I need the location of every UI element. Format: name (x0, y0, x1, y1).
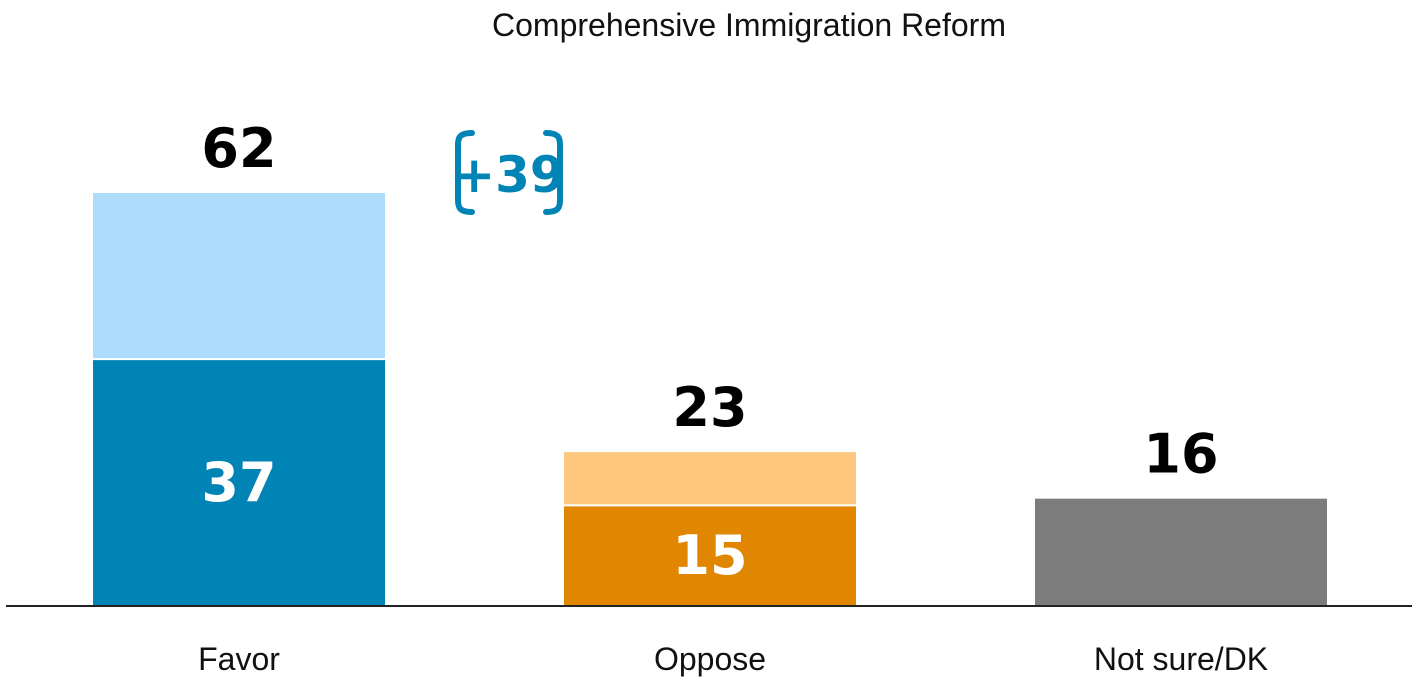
bar-oppose-total-label: 23 (672, 376, 747, 439)
bar-favor-strong (93, 359, 385, 605)
bar-favor-total-label: 62 (201, 117, 276, 180)
margin-annotation: +39 (453, 130, 565, 215)
right-bracket (543, 130, 563, 215)
category-label-favor: Favor (198, 641, 280, 677)
chart-title: Comprehensive Immigration Reform (492, 7, 1006, 43)
category-label-not-sure-dk: Not sure/DK (1094, 641, 1268, 677)
bars-group: 37 62 Favor 15 23 Oppose 16 Not sure/DK (93, 117, 1327, 677)
bar-favor-inner-label: 37 (201, 451, 276, 514)
bar-oppose-inner-label: 15 (672, 524, 747, 587)
bar-not-sure-dk-total (1035, 498, 1327, 605)
bar-oppose-strong (564, 505, 856, 605)
margin-label: +39 (453, 146, 564, 204)
bar-not-sure-dk-total-label: 16 (1143, 423, 1218, 486)
left-bracket (455, 130, 475, 215)
category-label-oppose: Oppose (654, 641, 766, 677)
